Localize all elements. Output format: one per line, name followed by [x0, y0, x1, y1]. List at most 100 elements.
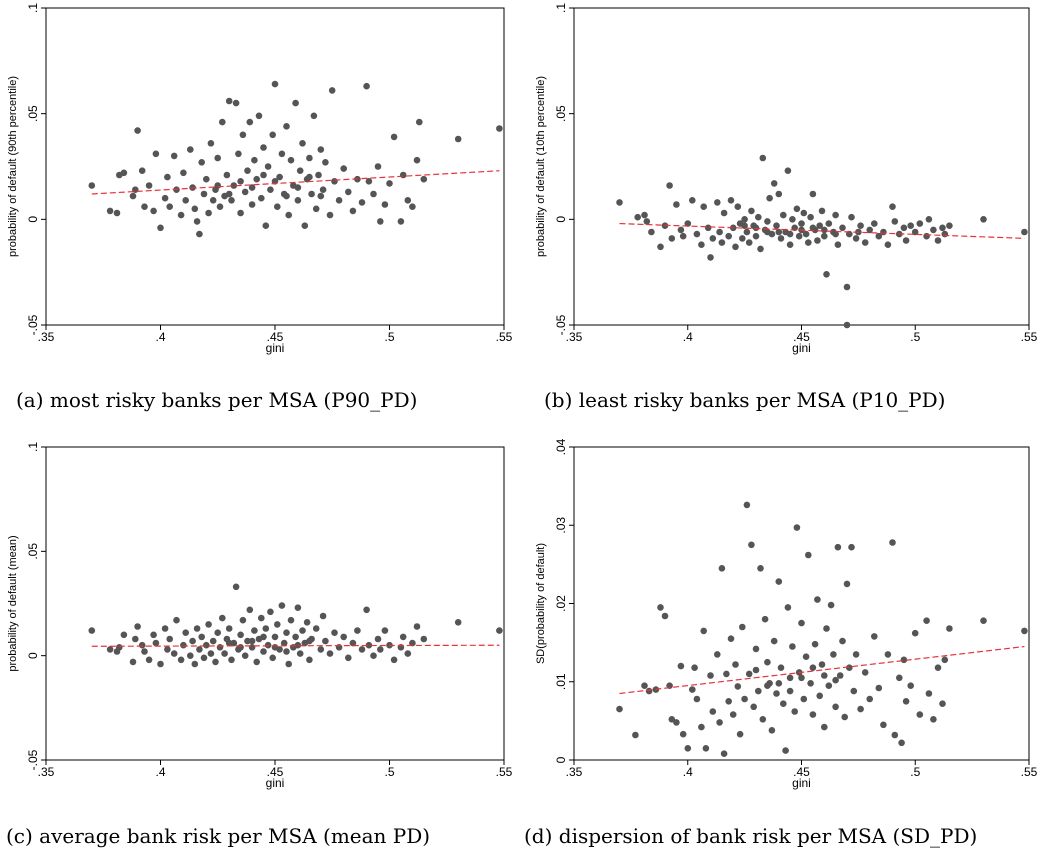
- scatter-point: [253, 175, 260, 183]
- scatter-point: [189, 637, 196, 645]
- scatter-point: [768, 727, 776, 734]
- scatter-point: [704, 224, 712, 232]
- scatter-point: [818, 661, 826, 668]
- scatter-point: [939, 700, 946, 707]
- y-axis-label: probability of default (mean): [7, 535, 19, 671]
- y-tick-label: .05: [554, 105, 568, 122]
- scatter-point: [809, 224, 817, 232]
- scatter-point: [791, 708, 798, 715]
- scatter-point: [764, 658, 771, 666]
- scatter-point: [648, 228, 655, 236]
- scatter-point: [262, 625, 270, 632]
- scatter-point: [294, 604, 302, 611]
- scatter-point: [848, 213, 855, 221]
- scatter-point: [741, 695, 748, 703]
- scatter-point: [219, 118, 226, 126]
- scatter-point: [875, 684, 883, 692]
- scatter-point: [319, 186, 327, 193]
- scatter-point: [191, 205, 199, 213]
- scatter-point: [260, 633, 267, 641]
- scatter-point: [381, 201, 389, 208]
- scatter-point: [319, 612, 327, 620]
- x-tick-label: .55: [1021, 765, 1038, 779]
- scatter-point: [358, 199, 366, 206]
- scatter-point: [292, 633, 299, 641]
- scatter-point: [331, 629, 338, 636]
- scatter-point: [283, 123, 290, 130]
- scatter-point: [641, 682, 648, 689]
- scatter-point: [846, 664, 853, 671]
- scatter-point: [170, 650, 178, 657]
- scatter-point: [900, 224, 908, 232]
- scatter-point: [709, 708, 717, 715]
- y-tick-label: -.05: [554, 314, 568, 335]
- scatter-point: [850, 687, 858, 695]
- x-tick-label: .55: [1021, 330, 1038, 344]
- scatter-point: [811, 640, 819, 648]
- scatter-point: [283, 629, 290, 636]
- scatter-point: [880, 228, 887, 236]
- y-tick-label: .05: [26, 543, 40, 560]
- scatter-point: [138, 641, 146, 649]
- scatter-point: [386, 180, 393, 187]
- scatter-point: [241, 188, 249, 196]
- scatter-point: [818, 207, 826, 215]
- scatter-point: [296, 650, 304, 657]
- scatter-point: [310, 112, 318, 120]
- scatter-point: [830, 651, 837, 658]
- scatter-point: [138, 167, 146, 174]
- scatter-point: [209, 197, 217, 204]
- scatter-point: [315, 171, 322, 179]
- scatter-point: [700, 627, 707, 635]
- scatter-point: [248, 644, 256, 651]
- scatter-point: [306, 173, 313, 181]
- scatter-point: [725, 232, 732, 240]
- scatter-point: [861, 669, 869, 676]
- scatter-point: [739, 235, 746, 242]
- scatter-point: [821, 723, 828, 731]
- scatter-point: [773, 690, 780, 697]
- scatter-point: [496, 125, 503, 132]
- y-tick-label: 0: [26, 216, 40, 223]
- scatter-point: [741, 222, 748, 229]
- scatter-point: [1021, 228, 1028, 236]
- scatter-point: [689, 197, 696, 204]
- scatter-point: [677, 662, 685, 670]
- x-tick-label: .4: [683, 330, 693, 344]
- scatter-point: [871, 633, 878, 640]
- scatter-point: [896, 674, 903, 682]
- scatter-point: [292, 99, 299, 107]
- scatter-point: [271, 80, 279, 88]
- scatter-point: [798, 674, 805, 682]
- caption-c: (c) average bank risk per MSA (mean PD): [6, 824, 431, 848]
- scatter-point: [780, 700, 787, 707]
- scatter-point: [413, 623, 421, 630]
- scatter-point: [839, 224, 846, 232]
- scatter-point: [755, 687, 762, 695]
- scatter-point: [207, 650, 215, 657]
- y-tick-label: 0: [554, 756, 568, 763]
- scatter-point: [331, 178, 338, 185]
- scatter-point: [214, 154, 221, 162]
- fit-line: [619, 645, 1025, 695]
- scatter-point: [727, 197, 735, 204]
- scatter-point: [773, 222, 780, 229]
- scatter-point: [916, 220, 924, 227]
- x-tick-label: .5: [910, 330, 920, 344]
- scatter-point: [164, 646, 171, 653]
- scatter-point: [209, 637, 217, 645]
- scatter-point: [718, 565, 726, 572]
- scatter-point: [303, 619, 311, 626]
- scatter-point: [454, 135, 462, 143]
- x-tick-label: .5: [910, 765, 920, 779]
- scatter-point: [748, 541, 755, 549]
- y-tick-label: .02: [554, 595, 568, 612]
- scatter-point: [193, 218, 201, 225]
- scatter-point: [301, 222, 309, 229]
- scatter-point: [363, 606, 370, 614]
- scatter-point: [219, 614, 226, 622]
- scatter-point: [875, 232, 883, 240]
- plot-frame: [45, 446, 505, 761]
- scatter-point: [225, 639, 233, 647]
- scatter-point: [673, 719, 680, 726]
